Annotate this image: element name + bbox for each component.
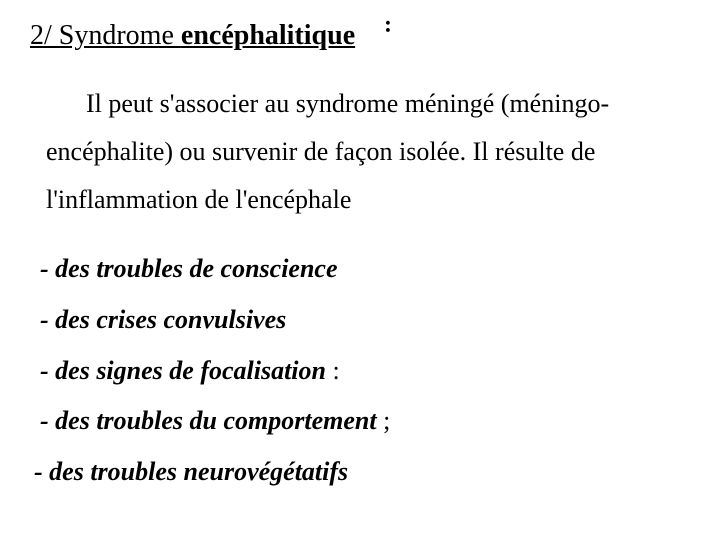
list-item: - des troubles du comportement ; (40, 396, 690, 447)
list-item: - des crises convulsives (40, 295, 690, 346)
heading-colon: : (384, 12, 392, 39)
intro-paragraph: Il peut s'associer au syndrome méningé (… (46, 80, 690, 224)
list-item: - des troubles neurovégétatifs (34, 447, 690, 498)
list-item-trail: : (326, 356, 340, 385)
slide-container: : 2/ Syndrome encéphalitique Il peut s'a… (0, 0, 720, 518)
list-item: - des troubles de conscience (40, 244, 690, 295)
list-item: - des signes de focalisation : (40, 346, 690, 397)
list-item-bold: - des signes de focalisation (40, 356, 326, 385)
heading-prefix: 2/ Syndrome (30, 20, 181, 51)
heading-bold: encéphalitique (181, 20, 355, 51)
list-item-bold: - des crises convulsives (40, 305, 286, 334)
list-item-bold: - des troubles de conscience (40, 254, 338, 283)
list-item-trail: ; (377, 406, 391, 435)
section-heading: : 2/ Syndrome encéphalitique (30, 20, 690, 52)
list-item-bold: - des troubles neurovégétatifs (34, 457, 348, 486)
symptom-list: - des troubles de conscience - des crise… (30, 244, 690, 497)
list-item-bold: - des troubles du comportement (40, 406, 377, 435)
